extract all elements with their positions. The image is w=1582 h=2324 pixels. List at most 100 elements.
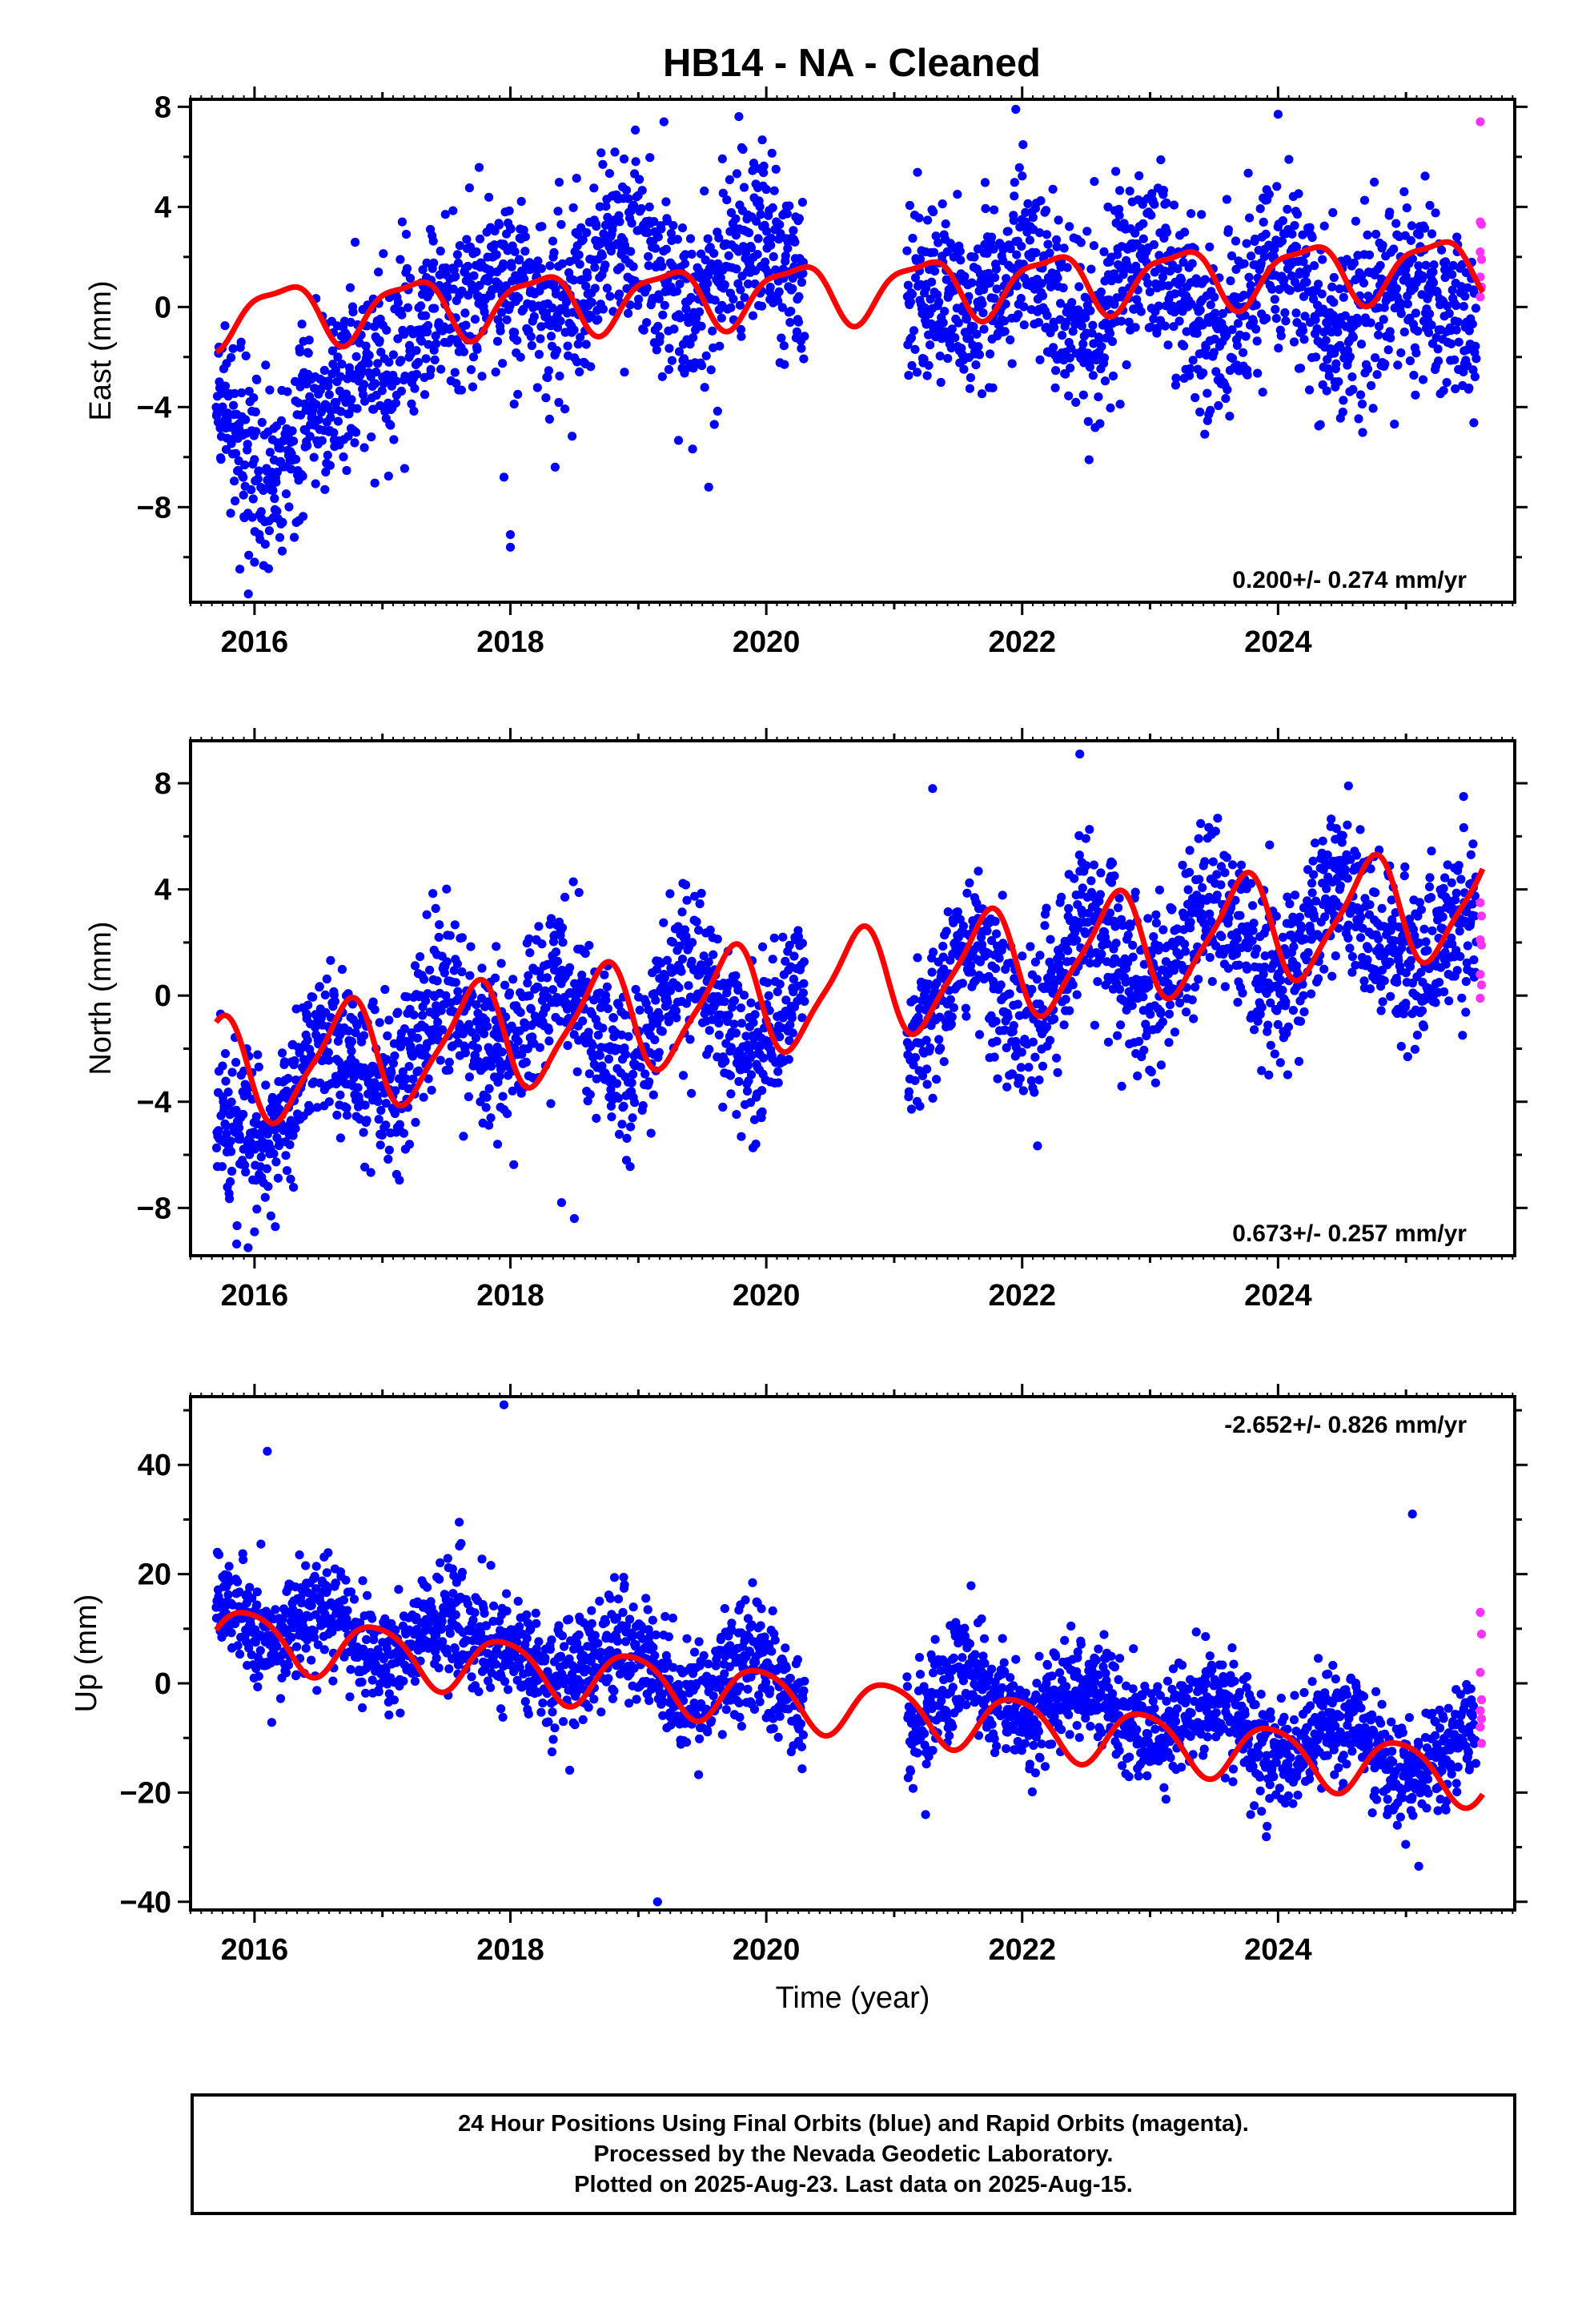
final-point [1036, 196, 1046, 206]
final-point [1402, 203, 1411, 213]
final-point [384, 357, 394, 367]
final-point [1208, 857, 1218, 866]
final-point [798, 268, 808, 278]
final-point [1154, 885, 1164, 895]
final-point [909, 326, 919, 336]
final-point [1447, 339, 1456, 348]
final-point [1299, 257, 1308, 267]
final-point [509, 1160, 519, 1169]
final-point [366, 1168, 375, 1177]
final-point [703, 234, 713, 243]
final-point [395, 1176, 404, 1185]
final-point [345, 283, 355, 292]
final-point [1123, 931, 1133, 940]
final-point [1059, 1020, 1069, 1030]
final-point [732, 169, 742, 179]
final-point [1470, 372, 1480, 381]
final-point [342, 1103, 351, 1113]
final-point [684, 981, 693, 991]
final-point [500, 980, 510, 990]
final-point [1279, 275, 1289, 284]
final-point [1243, 964, 1252, 974]
final-point [920, 303, 930, 312]
final-point [648, 1090, 658, 1100]
final-point [552, 956, 563, 966]
final-point [724, 251, 733, 260]
final-point [1003, 1012, 1013, 1022]
rapid-point [1476, 219, 1487, 229]
final-point [1278, 985, 1287, 995]
final-point [1452, 232, 1462, 242]
final-point [1027, 984, 1037, 994]
final-point [574, 887, 584, 898]
final-point [1443, 301, 1452, 311]
final-point [1431, 208, 1440, 218]
final-point [251, 407, 260, 416]
final-point [1023, 199, 1033, 208]
final-point [1367, 380, 1376, 391]
final-point [909, 995, 919, 1004]
final-point [360, 1100, 370, 1110]
final-point [273, 1173, 283, 1183]
final-point [272, 467, 282, 477]
final-point [541, 393, 551, 403]
final-point [589, 183, 599, 193]
final-point [642, 318, 652, 328]
final-point [1103, 202, 1113, 212]
final-point [1409, 371, 1419, 380]
final-point [1196, 818, 1206, 828]
final-point [1070, 874, 1079, 883]
final-point [705, 1044, 714, 1054]
final-point [1042, 903, 1051, 913]
final-point [1138, 992, 1148, 1002]
final-point [405, 273, 416, 283]
final-point [1469, 418, 1479, 428]
final-point [1010, 191, 1019, 201]
final-point [261, 360, 271, 370]
final-point [432, 339, 441, 348]
final-point [556, 219, 566, 229]
rapid-point [1476, 292, 1485, 302]
final-point [558, 938, 568, 947]
final-point [1210, 334, 1219, 344]
final-point [226, 1136, 235, 1146]
final-point [677, 907, 687, 917]
final-point [1447, 270, 1457, 279]
final-point [926, 1043, 935, 1052]
final-point [486, 1113, 496, 1123]
final-point [1096, 287, 1106, 297]
final-point [1149, 314, 1158, 324]
final-point [640, 1069, 650, 1079]
final-point [679, 354, 689, 364]
final-point [506, 224, 516, 234]
final-point [709, 950, 718, 959]
final-point [230, 476, 239, 486]
final-point [598, 159, 608, 169]
final-point [1138, 219, 1148, 228]
final-point [466, 942, 476, 951]
final-point [584, 940, 594, 951]
final-point [646, 1128, 656, 1138]
final-point [1372, 370, 1382, 380]
final-point [653, 321, 663, 332]
final-point [1419, 223, 1430, 233]
final-point [700, 186, 709, 196]
final-point [779, 341, 789, 351]
final-point [1429, 260, 1439, 270]
final-point [987, 232, 997, 242]
final-point [557, 923, 568, 933]
final-point [708, 326, 717, 336]
final-point [1411, 348, 1421, 358]
final-point [548, 985, 558, 995]
final-point [1220, 868, 1230, 878]
final-point [375, 336, 384, 345]
final-point [665, 889, 675, 899]
final-point [483, 1022, 492, 1031]
final-point [399, 1128, 408, 1138]
final-point [922, 1080, 932, 1089]
final-point [1033, 1141, 1042, 1151]
final-point [659, 117, 669, 127]
final-point [464, 1019, 474, 1029]
final-point [905, 297, 915, 307]
final-point [1291, 242, 1302, 251]
